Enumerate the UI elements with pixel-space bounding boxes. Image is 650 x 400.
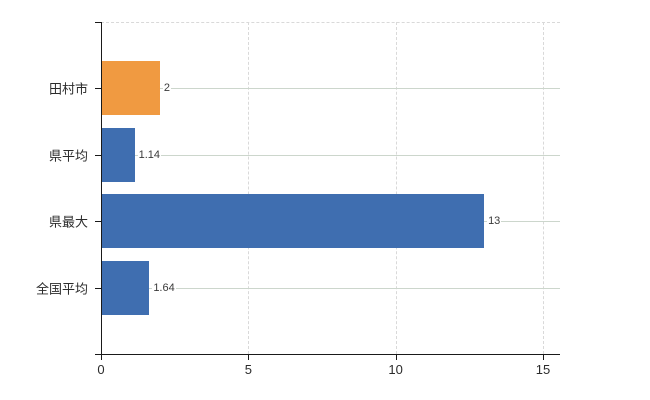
y-axis-tick bbox=[95, 287, 101, 289]
y-gridline bbox=[101, 88, 560, 90]
y-axis-tick bbox=[95, 221, 101, 223]
y-axis-line bbox=[101, 22, 102, 360]
category-label: 田村市 bbox=[48, 81, 88, 97]
x-tick-label: 10 bbox=[388, 362, 403, 377]
y-axis-tick bbox=[95, 154, 101, 156]
x-axis-line bbox=[95, 354, 560, 355]
value-label: 13 bbox=[487, 215, 502, 228]
x-tick-label: 0 bbox=[97, 362, 105, 377]
value-label: 1.14 bbox=[137, 148, 161, 161]
plot-top-border bbox=[101, 22, 560, 23]
x-axis-tick bbox=[395, 354, 397, 360]
value-label: 1.64 bbox=[152, 281, 176, 294]
x-gridline bbox=[248, 22, 250, 354]
x-axis-tick bbox=[101, 354, 102, 360]
x-tick-label: 5 bbox=[244, 362, 252, 377]
bar bbox=[102, 260, 150, 315]
value-label: 2 bbox=[162, 82, 172, 95]
y-axis-tick bbox=[95, 88, 101, 90]
category-label: 県最大 bbox=[48, 214, 88, 230]
bar bbox=[102, 61, 160, 116]
category-label: 全国平均 bbox=[35, 281, 88, 297]
y-axis-tick bbox=[95, 22, 101, 23]
bar bbox=[102, 194, 485, 249]
x-axis-tick bbox=[248, 354, 250, 360]
x-gridline bbox=[543, 22, 544, 354]
bar bbox=[102, 127, 135, 182]
x-gridline bbox=[395, 22, 397, 354]
x-tick-label: 15 bbox=[535, 362, 551, 377]
y-gridline bbox=[101, 154, 560, 156]
category-label: 県平均 bbox=[48, 148, 88, 164]
x-axis-tick bbox=[543, 354, 544, 360]
y-gridline bbox=[101, 287, 560, 289]
